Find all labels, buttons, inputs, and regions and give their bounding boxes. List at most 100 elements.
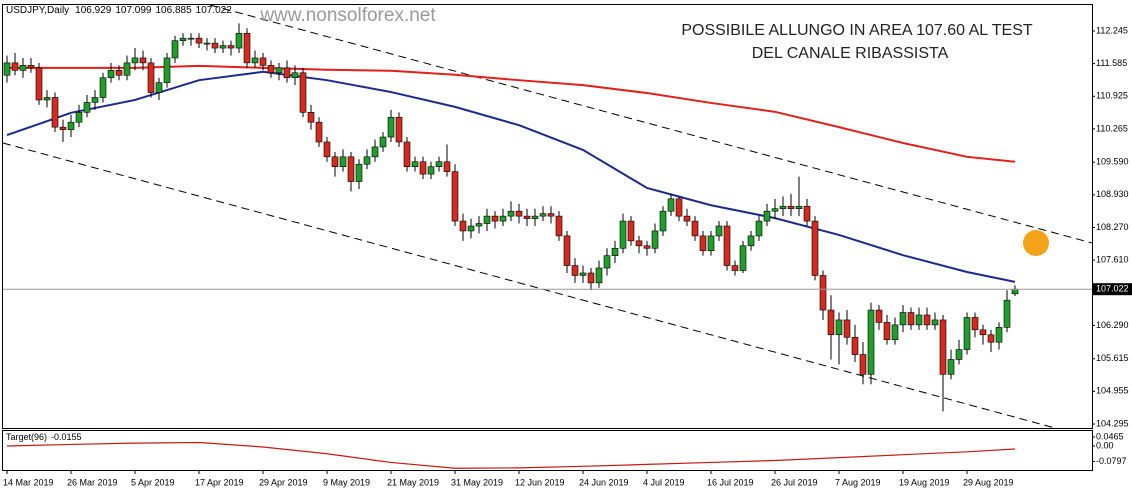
candle-body xyxy=(27,65,35,69)
y-tick-label: 0.00 xyxy=(1096,440,1114,450)
indicator-value: -0.0155 xyxy=(51,432,82,442)
y-tick-label: 108.270 xyxy=(1096,222,1129,232)
candle-body xyxy=(107,70,115,79)
y-tick-label: 107.610 xyxy=(1096,254,1129,264)
x-tick-label: 29 Aug 2019 xyxy=(963,477,1014,487)
candle-body xyxy=(947,359,955,375)
y-tick-label: 110.925 xyxy=(1096,91,1128,101)
candle-body xyxy=(619,220,627,249)
candle-body xyxy=(683,215,691,222)
candle-body xyxy=(291,72,299,79)
candle-body xyxy=(211,42,219,49)
y-tick-label: 111.585 xyxy=(1096,58,1127,68)
candle-body xyxy=(539,213,547,217)
x-tick-label: 26 Jul 2019 xyxy=(771,477,818,487)
candle-body xyxy=(523,215,531,219)
candle-body xyxy=(587,272,595,284)
candle-body xyxy=(427,166,435,175)
candle-body xyxy=(611,247,619,256)
candle-body xyxy=(67,121,75,130)
candle-body xyxy=(803,205,811,222)
candle-body xyxy=(267,65,275,74)
candle-body xyxy=(155,82,163,93)
candle-body xyxy=(339,156,347,167)
candle-body xyxy=(371,146,379,158)
candle-body xyxy=(651,230,659,249)
candle-body xyxy=(347,156,355,182)
candle-body xyxy=(971,317,979,331)
candle-body xyxy=(243,32,251,64)
candle-body xyxy=(939,319,947,375)
candle-body xyxy=(931,319,939,326)
candle-body xyxy=(115,70,123,76)
candle-body xyxy=(827,309,835,336)
watermark: www.nonsolforex.net xyxy=(259,5,436,26)
candle-body xyxy=(835,319,843,336)
candle-body xyxy=(19,65,27,71)
candle-body xyxy=(355,163,363,182)
candle-body xyxy=(995,327,1003,343)
candle-body xyxy=(979,329,987,336)
candle-body xyxy=(755,220,763,237)
candle-body xyxy=(123,62,131,76)
candle-body xyxy=(171,40,179,59)
candle-body xyxy=(851,336,859,355)
candle-body xyxy=(163,57,171,83)
candle-body xyxy=(675,198,683,217)
candle-body xyxy=(235,32,243,49)
candle-body xyxy=(787,205,795,210)
candle-body xyxy=(779,205,787,210)
candle-body xyxy=(1003,299,1011,328)
candle-body xyxy=(195,37,203,44)
y-tick-label: 104.955 xyxy=(1096,386,1129,396)
candle-body xyxy=(763,210,771,222)
candle-body xyxy=(907,312,915,326)
candle-body xyxy=(179,37,187,41)
x-tick-label: 26 Mar 2019 xyxy=(67,477,118,487)
candle-body xyxy=(723,225,731,266)
candle-body xyxy=(451,171,459,222)
candle-body xyxy=(483,215,491,224)
candle-body xyxy=(147,62,155,93)
candle-body xyxy=(579,272,587,276)
candle-body xyxy=(59,126,67,130)
candle-body xyxy=(299,72,307,113)
candle-body xyxy=(667,198,675,212)
candle-body xyxy=(131,57,139,64)
candle-body xyxy=(795,205,803,210)
candle-body xyxy=(819,275,827,311)
candle-body xyxy=(379,136,387,148)
candle-body xyxy=(627,220,635,242)
candle-body xyxy=(275,67,283,74)
candle-body xyxy=(83,102,91,113)
indicator-name: Target(96) xyxy=(6,432,47,442)
candle-body xyxy=(963,317,971,350)
candle-body xyxy=(771,208,779,212)
candle-body xyxy=(699,235,707,252)
candle-body xyxy=(739,245,747,271)
candle-body xyxy=(843,319,851,338)
candle-body xyxy=(563,235,571,266)
candle-body xyxy=(3,62,11,76)
candle-body xyxy=(987,334,995,343)
candle-body xyxy=(283,67,291,79)
candle-body xyxy=(91,97,99,103)
candle-body xyxy=(547,213,555,217)
y-tick-label: 0.0465 xyxy=(1096,431,1124,441)
candle-body xyxy=(923,314,931,326)
y-tick-label: 112.245 xyxy=(1096,25,1128,35)
candle-body xyxy=(227,45,235,49)
y-tick-label: 104.295 xyxy=(1096,418,1129,428)
candle-body xyxy=(875,309,883,323)
candle-body xyxy=(659,210,667,232)
candle-body xyxy=(499,215,507,222)
x-tick-label: 29 Apr 2019 xyxy=(259,477,308,487)
indicator-line xyxy=(6,441,1016,469)
x-tick-label: 16 Jul 2019 xyxy=(707,477,754,487)
candle-body xyxy=(395,116,403,143)
x-tick-label: 17 Apr 2019 xyxy=(195,477,244,487)
price-label: 107.022 xyxy=(1096,284,1129,294)
candle-body xyxy=(411,161,419,167)
main-plot-frame xyxy=(2,4,1093,429)
